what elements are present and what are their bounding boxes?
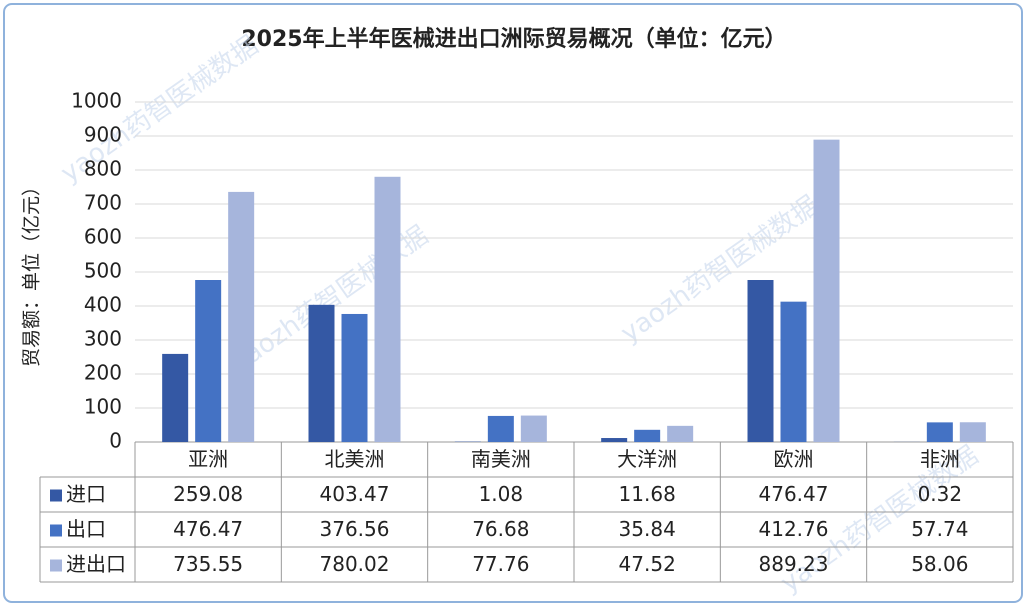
- x-tick-label: 南美洲: [471, 447, 531, 471]
- y-tick-label: 600: [84, 225, 122, 249]
- y-tick-label: 1000: [71, 89, 122, 113]
- legend-swatch: [50, 559, 62, 572]
- bar: [634, 429, 661, 442]
- legend-swatch: [50, 489, 62, 502]
- table-value: 476.47: [759, 482, 829, 506]
- x-tick-label: 大洋洲: [617, 447, 677, 471]
- y-tick-label: 0: [109, 429, 122, 453]
- table-value: 0.32: [918, 482, 963, 506]
- bar: [926, 422, 953, 442]
- y-tick-label: 100: [84, 395, 122, 419]
- y-tick-label: 300: [84, 327, 122, 351]
- table-value: 1.08: [479, 482, 524, 506]
- x-tick-label: 欧洲: [774, 447, 814, 471]
- bar: [747, 280, 774, 442]
- bar: [308, 304, 335, 442]
- bar: [228, 191, 255, 442]
- table-value: 889.23: [759, 552, 829, 576]
- table-value: 476.47: [173, 517, 243, 541]
- bar: [667, 425, 694, 442]
- table-value: 376.56: [320, 517, 390, 541]
- table-value: 76.68: [472, 517, 529, 541]
- table-value: 735.55: [173, 552, 243, 576]
- table-value: 412.76: [759, 517, 829, 541]
- bar: [374, 176, 401, 442]
- table-value: 57.74: [911, 517, 968, 541]
- chart-title: 2025年上半年医械进出口洲际贸易概况（单位：亿元）: [241, 26, 786, 52]
- bar: [520, 415, 547, 442]
- bar: [162, 353, 189, 442]
- y-tick-label: 900: [84, 123, 122, 147]
- legend-label: 进口: [66, 482, 106, 506]
- y-tick-label: 200: [84, 361, 122, 385]
- legend-label: 出口: [66, 517, 106, 541]
- table-value: 58.06: [911, 552, 968, 576]
- table-value: 11.68: [619, 482, 676, 506]
- bar: [487, 415, 514, 442]
- y-tick-label: 400: [84, 293, 122, 317]
- table-value: 77.76: [472, 552, 529, 576]
- x-tick-label: 亚洲: [188, 447, 228, 471]
- chart-frame: [3, 3, 1023, 603]
- table-value: 780.02: [320, 552, 390, 576]
- bar: [959, 422, 986, 442]
- y-tick-label: 700: [84, 191, 122, 215]
- table-value: 47.52: [619, 552, 676, 576]
- y-tick-label: 500: [84, 259, 122, 283]
- legend-swatch: [50, 524, 62, 537]
- x-tick-label: 非洲: [920, 447, 960, 471]
- bar: [341, 313, 368, 442]
- bar: [601, 438, 628, 442]
- x-tick-label: 北美洲: [325, 447, 385, 471]
- bar: [195, 280, 222, 442]
- legend-label: 进出口: [66, 552, 126, 576]
- bar: [780, 301, 807, 442]
- y-tick-label: 800: [84, 157, 122, 181]
- table-value: 403.47: [320, 482, 390, 506]
- table-value: 259.08: [173, 482, 243, 506]
- table-value: 35.84: [619, 517, 676, 541]
- bar: [813, 139, 840, 442]
- y-axis-label: 贸易额：单位（亿元）: [21, 177, 43, 367]
